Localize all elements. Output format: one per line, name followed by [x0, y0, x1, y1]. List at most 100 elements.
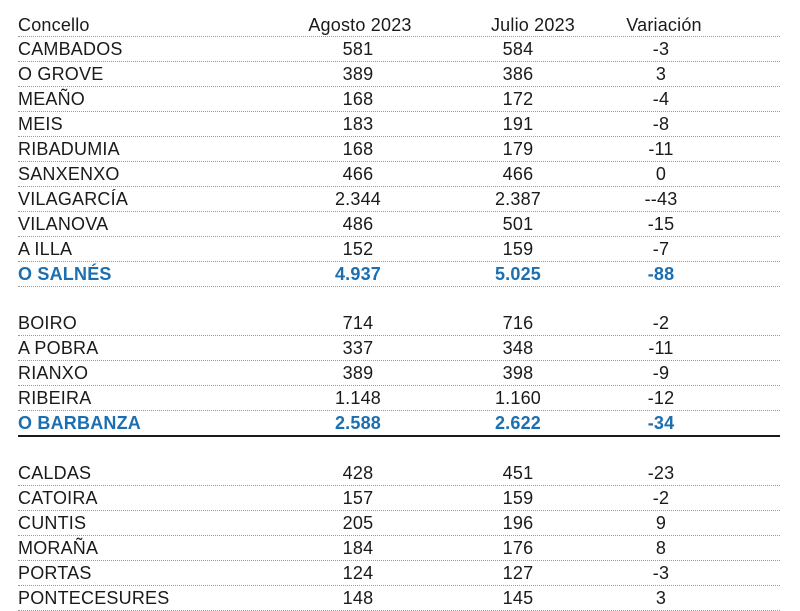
cell-july: 5.025 [494, 264, 542, 284]
cell-august: 168 [342, 89, 374, 109]
cell-august: 2.344 [334, 189, 382, 209]
cell-concello: O GROVE [18, 64, 104, 84]
cell-july: 398 [502, 363, 534, 383]
table-row: VILANOVA 486 501 -15 [18, 212, 780, 237]
cell-concello: PORTAS [18, 563, 92, 583]
table-row: CUNTIS 205 196 9 [18, 511, 780, 536]
table-row: PONTECESURES 148 145 3 [18, 586, 780, 611]
table-row: CAMBADOS 581 584 -3 [18, 37, 780, 62]
cell-july: 159 [502, 239, 534, 259]
header-august: Agosto 2023 [308, 15, 412, 35]
cell-july: 584 [502, 39, 534, 59]
cell-july: 196 [502, 513, 534, 533]
cell-august: 157 [342, 488, 374, 508]
table-row: A ILLA 152 159 -7 [18, 237, 780, 262]
cell-july: 716 [502, 313, 534, 333]
cell-august: 205 [342, 513, 374, 533]
cell-concello: SANXENXO [18, 164, 120, 184]
cell-variation: -3 [652, 563, 670, 583]
cell-august: 4.937 [334, 264, 382, 284]
cell-august: 486 [342, 214, 374, 234]
cell-variation: -11 [648, 139, 674, 159]
cell-july: 2.622 [494, 413, 542, 433]
cell-concello: MORAÑA [18, 538, 99, 558]
table-row: RIBEIRA 1.148 1.160 -12 [18, 386, 780, 411]
cell-variation: -2 [652, 488, 670, 508]
cell-july: 159 [502, 488, 534, 508]
cell-august: 2.588 [334, 413, 382, 433]
cell-august: 581 [342, 39, 374, 59]
cell-concello: O BARBANZA [18, 413, 141, 433]
cell-august: 714 [342, 313, 374, 333]
cell-concello: O SALNÉS [18, 264, 112, 284]
total-row: O BARBANZA 2.588 2.622 -34 [18, 411, 780, 437]
table-row: MEIS 183 191 -8 [18, 112, 780, 137]
table-row: RIBADUMIA 168 179 -11 [18, 137, 780, 162]
cell-july: 179 [502, 139, 534, 159]
cell-july: 145 [502, 588, 534, 608]
cell-july: 191 [502, 114, 534, 134]
cell-july: 348 [502, 338, 534, 358]
cell-variation: -4 [652, 89, 670, 109]
cell-variation: 8 [655, 538, 667, 558]
cell-july: 1.160 [494, 388, 542, 408]
cell-august: 389 [342, 363, 374, 383]
total-row: O SALNÉS 4.937 5.025 -88 [18, 262, 780, 287]
cell-july: 451 [502, 463, 534, 483]
cell-variation: --43 [644, 189, 678, 209]
header-variation: Variación [626, 15, 702, 35]
cell-july: 127 [502, 563, 534, 583]
cell-concello: PONTECESURES [18, 588, 170, 608]
table-row: MORAÑA 184 176 8 [18, 536, 780, 561]
cell-concello: RIBADUMIA [18, 139, 120, 159]
cell-variation: -2 [652, 313, 670, 333]
cell-july: 176 [502, 538, 534, 558]
table-body: CAMBADOS 581 584 -3 O GROVE 389 386 3 MEAÑO 168 17… [18, 37, 780, 611]
cell-august: 184 [342, 538, 374, 558]
cell-concello: RIANXO [18, 363, 89, 383]
cell-july: 466 [502, 164, 534, 184]
cell-august: 337 [342, 338, 374, 358]
data-table: Concello Agosto 2023 Julio 2023 Variació… [18, 14, 780, 611]
cell-concello: VILAGARCÍA [18, 189, 129, 209]
cell-august: 1.148 [334, 388, 382, 408]
cell-concello: RIBEIRA [18, 388, 92, 408]
cell-concello: BOIRO [18, 313, 78, 333]
table-row: O GROVE 389 386 3 [18, 62, 780, 87]
group-spacer [18, 437, 780, 461]
cell-concello: A POBRA [18, 338, 99, 358]
cell-concello: VILANOVA [18, 214, 109, 234]
cell-concello: CALDAS [18, 463, 92, 483]
cell-variation: -11 [648, 338, 674, 358]
table-header: Concello Agosto 2023 Julio 2023 Variació… [18, 14, 780, 37]
cell-variation: 3 [655, 64, 667, 84]
table-row: PORTAS 124 127 -3 [18, 561, 780, 586]
cell-variation: -8 [652, 114, 670, 134]
cell-july: 501 [502, 214, 534, 234]
cell-variation: 0 [655, 164, 667, 184]
cell-variation: -23 [647, 463, 675, 483]
cell-august: 124 [342, 563, 374, 583]
table-row: SANXENXO 466 466 0 [18, 162, 780, 187]
cell-concello: MEIS [18, 114, 63, 134]
cell-variation: 9 [655, 513, 667, 533]
cell-variation: -34 [647, 413, 675, 433]
table-row: A POBRA 337 348 -11 [18, 336, 780, 361]
cell-august: 148 [342, 588, 374, 608]
table-row: CALDAS 428 451 -23 [18, 461, 780, 486]
cell-variation: -15 [647, 214, 675, 234]
cell-concello: CUNTIS [18, 513, 87, 533]
table-row: CATOIRA 157 159 -2 [18, 486, 780, 511]
cell-concello: CAMBADOS [18, 39, 123, 59]
table-row: RIANXO 389 398 -9 [18, 361, 780, 386]
table-row: MEAÑO 168 172 -4 [18, 87, 780, 112]
cell-variation: -9 [652, 363, 670, 383]
cell-august: 183 [342, 114, 374, 134]
cell-august: 389 [342, 64, 374, 84]
cell-variation: -88 [647, 264, 675, 284]
cell-august: 428 [342, 463, 374, 483]
table-row: VILAGARCÍA 2.344 2.387 --43 [18, 187, 780, 212]
cell-concello: A ILLA [18, 239, 73, 259]
cell-august: 152 [342, 239, 374, 259]
cell-august: 466 [342, 164, 374, 184]
